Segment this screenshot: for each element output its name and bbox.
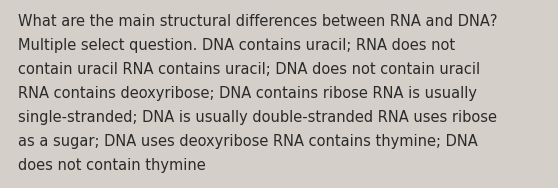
- Text: as a sugar; DNA uses deoxyribose RNA contains thymine; DNA: as a sugar; DNA uses deoxyribose RNA con…: [18, 134, 478, 149]
- Text: does not contain thymine: does not contain thymine: [18, 158, 206, 173]
- Text: RNA contains deoxyribose; DNA contains ribose RNA is usually: RNA contains deoxyribose; DNA contains r…: [18, 86, 477, 101]
- Text: Multiple select question. DNA contains uracil; RNA does not: Multiple select question. DNA contains u…: [18, 38, 455, 53]
- Text: single-stranded; DNA is usually double-stranded RNA uses ribose: single-stranded; DNA is usually double-s…: [18, 110, 497, 125]
- Text: What are the main structural differences between RNA and DNA?: What are the main structural differences…: [18, 14, 498, 29]
- Text: contain uracil RNA contains uracil; DNA does not contain uracil: contain uracil RNA contains uracil; DNA …: [18, 62, 480, 77]
